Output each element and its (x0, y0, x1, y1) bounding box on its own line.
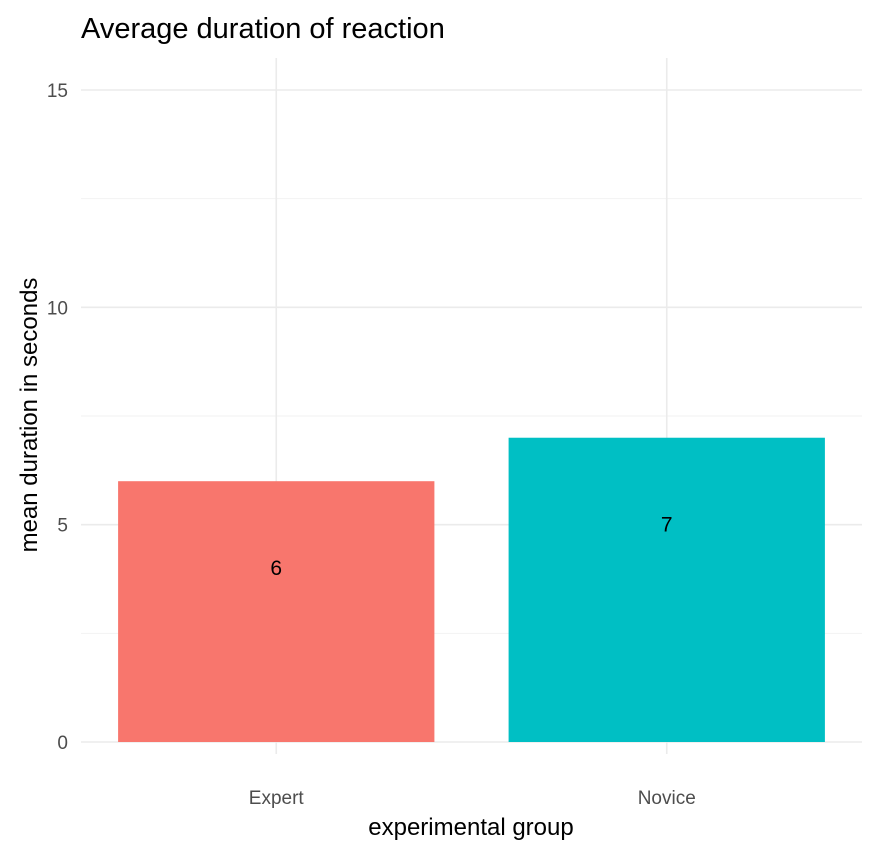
bar-expert (118, 481, 435, 742)
x-axis-title: experimental group (368, 814, 573, 841)
x-axis-tick-labels: Expert Novice (249, 788, 696, 809)
x-tick-label: Expert (249, 788, 305, 809)
y-axis-tick-labels: 0 5 10 15 (47, 81, 68, 754)
x-tick-label: Novice (638, 788, 696, 809)
data-label: 6 (270, 557, 282, 580)
data-label: 7 (661, 514, 673, 537)
chart-title: Average duration of reaction (81, 13, 445, 45)
y-tick-label: 10 (47, 298, 68, 319)
bar-novice (508, 437, 825, 742)
y-tick-label: 15 (47, 81, 68, 102)
y-tick-label: 0 (57, 733, 68, 754)
y-tick-label: 5 (57, 516, 68, 537)
bars: 67 (118, 437, 825, 742)
y-axis-title: mean duration in seconds (16, 278, 43, 553)
